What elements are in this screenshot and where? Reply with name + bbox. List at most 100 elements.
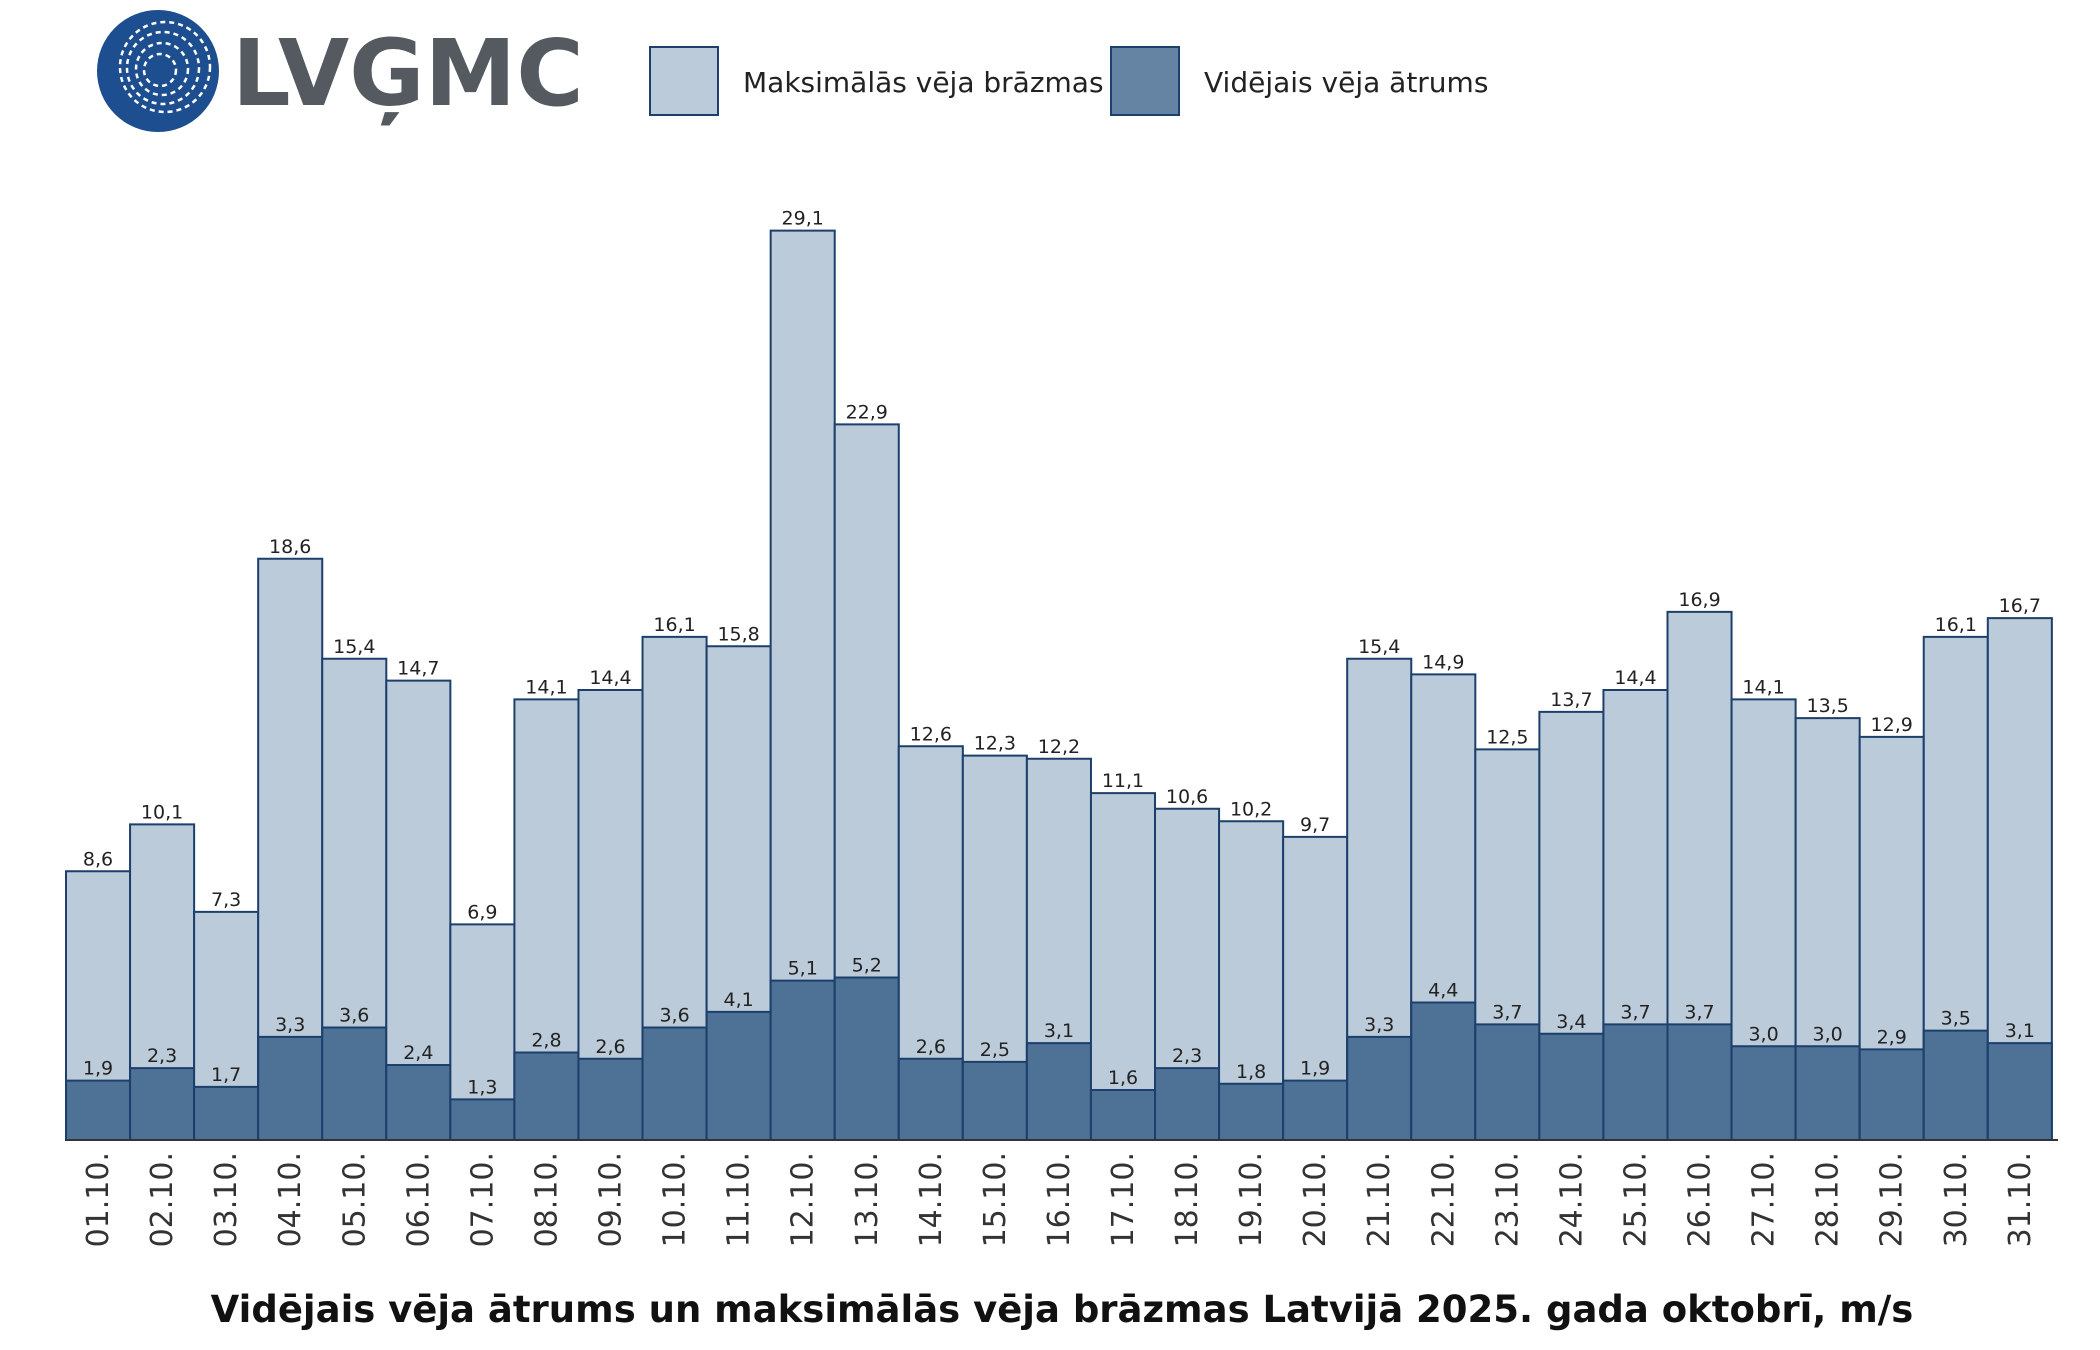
- x-tick-label: 18.10.: [1170, 1152, 1205, 1247]
- x-tick-label: 23.10.: [1490, 1152, 1525, 1247]
- gust-value-label: 10,2: [1230, 798, 1272, 820]
- mean-value-label: 2,3: [147, 1045, 177, 1067]
- x-tick-label: 31.10.: [2003, 1152, 2038, 1247]
- mean-value-label: 5,1: [788, 958, 818, 980]
- mean-bar: [193, 1085, 260, 1141]
- x-tick-label: 19.10.: [1234, 1152, 1269, 1247]
- mean-value-label: 2,5: [980, 1039, 1010, 1061]
- mean-value-label: 4,1: [724, 989, 754, 1011]
- x-tick-label: 16.10.: [1042, 1152, 1077, 1247]
- x-tick-label: 24.10.: [1554, 1152, 1589, 1247]
- mean-value-label: 3,1: [2005, 1020, 2035, 1042]
- mean-bar: [1986, 1042, 2053, 1141]
- gust-value-label: 12,6: [910, 723, 952, 745]
- gust-value-label: 13,5: [1806, 695, 1848, 717]
- mean-value-label: 2,6: [595, 1036, 625, 1058]
- gust-value-label: 10,1: [141, 801, 183, 823]
- mean-bar: [1218, 1082, 1285, 1141]
- x-tick-label: 26.10.: [1683, 1152, 1718, 1247]
- mean-bar: [1346, 1035, 1413, 1141]
- x-tick-label: 11.10.: [722, 1152, 757, 1247]
- x-tick-label: 10.10.: [658, 1152, 693, 1247]
- mean-value-label: 2,9: [1877, 1026, 1907, 1048]
- legend: Maksimālās vēja brāzmas Vidējais vēja āt…: [649, 46, 1488, 116]
- mean-value-label: 3,3: [275, 1014, 305, 1036]
- mean-value-label: 1,8: [1236, 1061, 1266, 1083]
- x-tick-label: 13.10.: [850, 1152, 885, 1247]
- legend-label-mean: Vidējais vēja ātrums: [1204, 66, 1488, 99]
- mean-bar: [1282, 1079, 1349, 1141]
- gust-value-label: 16,9: [1678, 589, 1720, 611]
- mean-value-label: 2,6: [916, 1036, 946, 1058]
- mean-value-label: 1,6: [1108, 1067, 1138, 1089]
- mean-value-label: 1,9: [83, 1058, 113, 1080]
- x-tick-label: 17.10.: [1106, 1152, 1141, 1247]
- mean-bar: [321, 1026, 388, 1141]
- mean-bar: [385, 1064, 452, 1141]
- mean-bar: [1025, 1042, 1092, 1141]
- x-tick-label: 20.10.: [1298, 1152, 1333, 1247]
- gust-value-label: 29,1: [782, 208, 824, 230]
- x-tick-label: 05.10.: [337, 1152, 372, 1247]
- gust-value-label: 14,9: [1422, 651, 1464, 673]
- gust-value-label: 14,1: [525, 676, 567, 698]
- gust-value-label: 15,4: [1358, 636, 1400, 658]
- gust-value-label: 14,4: [589, 667, 631, 689]
- gust-value-label: 16,7: [1999, 595, 2041, 617]
- mean-bar: [1089, 1089, 1157, 1141]
- mean-bar: [65, 1079, 132, 1141]
- gust-value-label: 14,7: [397, 658, 439, 680]
- x-tick-label: 12.10.: [786, 1152, 821, 1247]
- mean-bar: [705, 1010, 772, 1141]
- gust-value-label: 15,4: [333, 636, 375, 658]
- mean-value-label: 2,3: [1172, 1045, 1202, 1067]
- mean-value-label: 1,9: [1300, 1058, 1330, 1080]
- gust-value-label: 12,9: [1871, 714, 1913, 736]
- gust-value-label: 14,1: [1742, 676, 1784, 698]
- gust-value-label: 12,3: [974, 733, 1016, 755]
- gust-value-label: 10,6: [1166, 786, 1208, 808]
- gust-value-label: 18,6: [269, 536, 311, 558]
- x-tick-label: 21.10.: [1362, 1152, 1397, 1247]
- gust-value-label: 6,9: [467, 901, 497, 923]
- mean-value-label: 3,7: [1492, 1001, 1522, 1023]
- mean-value-label: 2,4: [403, 1042, 433, 1064]
- mean-value-label: 3,4: [1556, 1011, 1586, 1033]
- legend-swatch-gusts: [649, 46, 719, 116]
- mean-value-label: 2,8: [531, 1030, 561, 1052]
- x-tick-label: 09.10.: [594, 1152, 629, 1247]
- mean-value-label: 3,1: [1044, 1020, 1074, 1042]
- mean-value-label: 3,0: [1813, 1023, 1843, 1045]
- x-tick-label: 02.10.: [145, 1152, 180, 1247]
- gust-value-label: 12,2: [1038, 736, 1080, 758]
- x-tick-label: 25.10.: [1618, 1152, 1653, 1247]
- mean-value-label: 3,7: [1684, 1001, 1714, 1023]
- mean-bar: [1730, 1045, 1797, 1141]
- mean-bar: [1154, 1067, 1221, 1141]
- legend-swatch-mean: [1110, 46, 1180, 116]
- x-tick-label: 30.10.: [1939, 1152, 1974, 1247]
- x-tick-label: 22.10.: [1426, 1152, 1461, 1247]
- legend-label-gusts: Maksimālās vēja brāzmas: [743, 66, 1104, 99]
- mean-bar: [257, 1035, 324, 1141]
- mean-value-label: 3,5: [1941, 1008, 1971, 1030]
- gust-value-label: 7,3: [211, 889, 241, 911]
- mean-bar: [1666, 1023, 1733, 1141]
- x-tick-label: 15.10.: [978, 1152, 1013, 1247]
- mean-bar: [1794, 1045, 1861, 1141]
- mean-value-label: 5,2: [852, 955, 882, 977]
- mean-value-label: 3,6: [339, 1005, 369, 1027]
- mean-value-label: 1,7: [211, 1064, 241, 1086]
- gust-value-label: 11,1: [1102, 770, 1144, 792]
- mean-bar: [1922, 1029, 1989, 1141]
- x-tick-label: 27.10.: [1747, 1152, 1782, 1247]
- x-tick-label: 07.10.: [465, 1152, 500, 1247]
- mean-bar: [577, 1057, 644, 1141]
- mean-bar: [1410, 1001, 1477, 1141]
- gust-value-label: 14,4: [1614, 667, 1656, 689]
- gust-bar: [385, 679, 452, 1141]
- mean-bar: [897, 1057, 964, 1141]
- mean-bar: [1602, 1023, 1669, 1141]
- mean-bar: [1474, 1023, 1541, 1141]
